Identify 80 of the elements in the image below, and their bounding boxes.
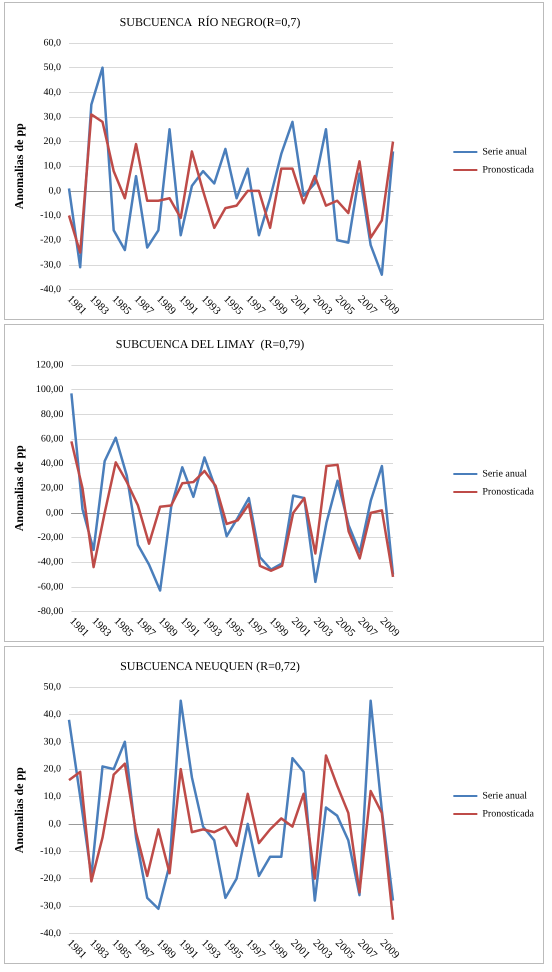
chart-title: SUBCUENCA DEL LIMAY (R=0,79) [116, 337, 304, 351]
y-tick-label: -40,0 [40, 284, 61, 295]
y-tick-label: 100,00 [36, 384, 64, 396]
y-tick-label: 20,0 [44, 764, 61, 775]
x-tick-label: 1985 [109, 293, 134, 318]
y-tick-label: 40,00 [40, 458, 64, 470]
x-tick-label: 2007 [355, 937, 380, 962]
y-tick-label: 10,0 [44, 791, 61, 802]
y-axis-title: Anomalias de pp [12, 444, 26, 532]
y-tick-label: 120,00 [36, 360, 64, 370]
line-series [68, 754, 394, 921]
y-tick-label: -20,00 [38, 532, 64, 544]
x-tick-label: 1991 [176, 937, 200, 962]
y-tick-label: 30,0 [44, 111, 61, 122]
y-tick-label: 40,0 [44, 86, 61, 98]
x-tick-label: 1989 [154, 937, 179, 962]
y-tick-label: 0,00 [46, 507, 64, 518]
x-tick-label: 1997 [244, 293, 268, 318]
x-tick-label: 1987 [132, 293, 156, 318]
x-tick-label: 1987 [132, 937, 156, 962]
legend-label: Pronosticada [482, 164, 535, 176]
y-tick-label: 80,00 [40, 408, 64, 420]
y-tick-label: 40,0 [44, 708, 61, 720]
y-tick-label: -40,00 [38, 556, 64, 568]
x-tick-label: 1981 [64, 293, 89, 318]
x-tick-label: 1995 [221, 937, 246, 962]
legend-label: Serie anual [482, 146, 528, 158]
line-series [70, 440, 394, 578]
x-tick-label: 1999 [266, 937, 290, 962]
x-tick-label: 1983 [87, 937, 112, 962]
y-tick-label: -80,00 [38, 606, 64, 617]
x-tick-label: 1991 [176, 293, 200, 318]
x-tick-label: 2007 [355, 615, 380, 640]
y-tick-label: -60,00 [38, 581, 64, 592]
x-tick-label: 1985 [112, 615, 136, 640]
y-tick-label: 50,0 [44, 682, 61, 692]
x-tick-label: 1993 [198, 937, 224, 962]
y-tick-label: -30,0 [40, 900, 61, 912]
x-tick-label: 1985 [109, 937, 134, 962]
y-tick-label: 20,0 [44, 136, 61, 148]
x-tick-label: 1999 [266, 293, 290, 318]
x-tick-label: 1991 [178, 615, 202, 640]
x-tick-label: 1983 [87, 293, 112, 318]
legend-label: Serie anual [482, 468, 528, 480]
line-series [68, 113, 394, 254]
y-tick-label: 0,0 [48, 818, 61, 830]
legend-label: Pronosticada [482, 486, 535, 498]
y-tick-label: 20,00 [40, 482, 64, 494]
y-tick-label: -20,0 [40, 873, 61, 884]
chart-title: SUBCUENCA NEUQUEN (R=0,72) [120, 659, 300, 673]
x-tick-label: 1989 [154, 293, 179, 318]
y-tick-label: -10,0 [40, 846, 61, 857]
x-tick-label: 1987 [134, 615, 158, 640]
x-tick-label: 1997 [244, 615, 269, 640]
y-axis-title: Anomalias de pp [12, 766, 26, 854]
chart-title: SUBCUENCA RÍO NEGRO(R=0,7) [120, 15, 300, 29]
x-tick-label: 1981 [67, 615, 92, 640]
y-tick-label: 10,0 [44, 160, 61, 172]
x-tick-label: 1995 [221, 293, 246, 318]
y-tick-label: -20,0 [40, 234, 61, 246]
y-tick-label: -30,0 [40, 259, 61, 270]
x-tick-label: 1993 [200, 615, 225, 640]
y-axis-title: Anomalias de pp [12, 122, 26, 210]
y-tick-label: 30,0 [44, 736, 61, 748]
x-tick-label: 2007 [355, 293, 380, 318]
x-tick-label: 1999 [266, 615, 292, 640]
x-tick-label: 1997 [244, 937, 268, 962]
x-tick-label: 1981 [64, 937, 89, 962]
x-tick-label: 1989 [156, 615, 180, 640]
x-tick-label: 1993 [198, 293, 224, 318]
y-tick-label: 60,0 [44, 38, 61, 48]
y-tick-label: 50,0 [44, 62, 61, 74]
x-tick-label: 1995 [222, 615, 247, 640]
y-tick-label: -40,0 [40, 928, 61, 939]
y-tick-label: -10,0 [40, 210, 61, 222]
y-tick-label: 60,00 [40, 433, 64, 444]
y-tick-label: 0,0 [48, 185, 61, 196]
x-tick-label: 1983 [89, 615, 114, 640]
legend-label: Serie anual [482, 790, 528, 802]
legend-label: Pronosticada [482, 808, 535, 820]
